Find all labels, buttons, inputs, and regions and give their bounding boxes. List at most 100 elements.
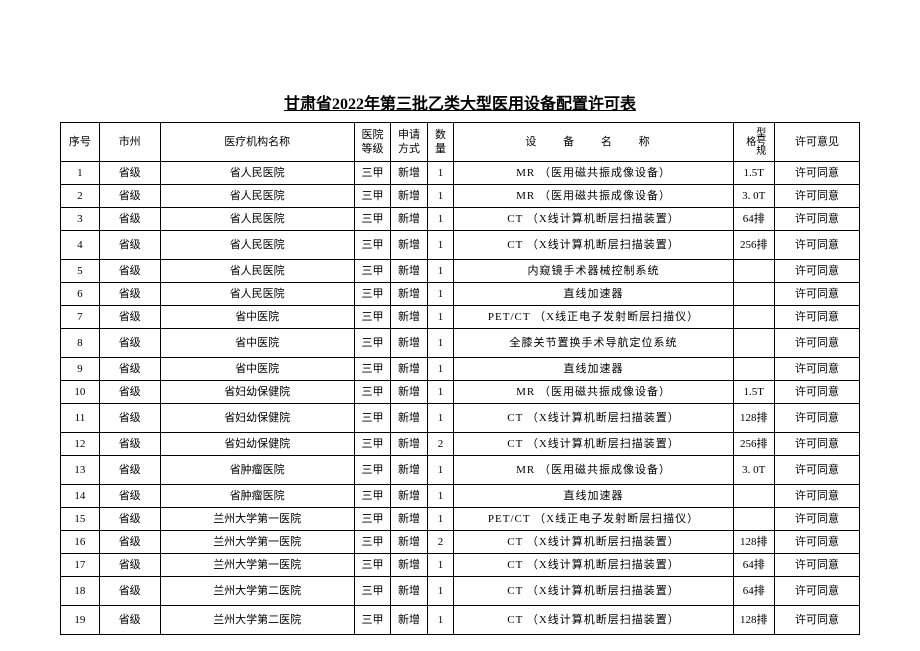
- cell-spec: 256排: [733, 433, 774, 456]
- cell-seq: 16: [61, 531, 100, 554]
- table-row: 4省级省人民医院三甲新增1CT （X线计算机断层扫描装置）256排许可同意: [61, 231, 860, 260]
- cell-spec: 128排: [733, 404, 774, 433]
- cell-spec: [733, 283, 774, 306]
- cell-device: MR （医用磁共振成像设备）: [454, 162, 733, 185]
- cell-qty: 1: [427, 306, 454, 329]
- cell-city: 省级: [99, 162, 160, 185]
- cell-device: 直线加速器: [454, 485, 733, 508]
- cell-opinion: 许可同意: [774, 231, 859, 260]
- cell-spec: 3. 0T: [733, 456, 774, 485]
- cell-spec: 64排: [733, 577, 774, 606]
- cell-opinion: 许可同意: [774, 606, 859, 635]
- table-row: 11省级省妇幼保健院三甲新增1CT （X线计算机断层扫描装置）128排许可同意: [61, 404, 860, 433]
- cell-qty: 1: [427, 577, 454, 606]
- cell-spec: 64排: [733, 208, 774, 231]
- cell-apply: 新增: [391, 358, 427, 381]
- cell-spec: 256排: [733, 231, 774, 260]
- page-title: 甘肃省2022年第三批乙类大型医用设备配置许可表: [60, 90, 860, 114]
- col-header-opinion: 许可意见: [774, 123, 859, 162]
- col-header-city: 市州: [99, 123, 160, 162]
- cell-spec: [733, 260, 774, 283]
- table-row: 6省级省人民医院三甲新增1直线加速器许可同意: [61, 283, 860, 306]
- cell-city: 省级: [99, 456, 160, 485]
- cell-level: 三甲: [354, 404, 390, 433]
- cell-opinion: 许可同意: [774, 433, 859, 456]
- cell-spec: [733, 358, 774, 381]
- table-row: 18省级兰州大学第二医院三甲新增1CT （X线计算机断层扫描装置）64排许可同意: [61, 577, 860, 606]
- cell-opinion: 许可同意: [774, 381, 859, 404]
- cell-city: 省级: [99, 231, 160, 260]
- cell-qty: 1: [427, 329, 454, 358]
- table-row: 1省级省人民医院三甲新增1MR （医用磁共振成像设备）1.5T许可同意: [61, 162, 860, 185]
- cell-level: 三甲: [354, 329, 390, 358]
- cell-apply: 新增: [391, 606, 427, 635]
- cell-seq: 5: [61, 260, 100, 283]
- cell-qty: 1: [427, 358, 454, 381]
- cell-qty: 1: [427, 508, 454, 531]
- cell-city: 省级: [99, 485, 160, 508]
- cell-level: 三甲: [354, 185, 390, 208]
- cell-spec: [733, 329, 774, 358]
- cell-spec: 64排: [733, 554, 774, 577]
- cell-device: CT （X线计算机断层扫描装置）: [454, 231, 733, 260]
- cell-city: 省级: [99, 577, 160, 606]
- cell-city: 省级: [99, 329, 160, 358]
- cell-device: PET/CT （X线正电子发射断层扫描仪）: [454, 508, 733, 531]
- cell-city: 省级: [99, 208, 160, 231]
- cell-level: 三甲: [354, 606, 390, 635]
- cell-spec: 1.5T: [733, 381, 774, 404]
- table-row: 13省级省肿瘤医院三甲新增1MR （医用磁共振成像设备）3. 0T许可同意: [61, 456, 860, 485]
- cell-org: 兰州大学第二医院: [160, 577, 354, 606]
- cell-seq: 13: [61, 456, 100, 485]
- cell-seq: 12: [61, 433, 100, 456]
- cell-city: 省级: [99, 260, 160, 283]
- cell-apply: 新增: [391, 577, 427, 606]
- col-header-spec: 型号规格: [733, 123, 774, 162]
- cell-apply: 新增: [391, 329, 427, 358]
- cell-opinion: 许可同意: [774, 162, 859, 185]
- cell-org: 省肿瘤医院: [160, 456, 354, 485]
- col-header-org: 医疗机构名称: [160, 123, 354, 162]
- cell-spec: 128排: [733, 606, 774, 635]
- cell-qty: 1: [427, 162, 454, 185]
- cell-level: 三甲: [354, 531, 390, 554]
- cell-city: 省级: [99, 185, 160, 208]
- table-row: 3省级省人民医院三甲新增1CT （X线计算机断层扫描装置）64排许可同意: [61, 208, 860, 231]
- cell-org: 省中医院: [160, 329, 354, 358]
- cell-city: 省级: [99, 531, 160, 554]
- cell-opinion: 许可同意: [774, 283, 859, 306]
- cell-spec: 128排: [733, 531, 774, 554]
- cell-city: 省级: [99, 306, 160, 329]
- cell-apply: 新增: [391, 456, 427, 485]
- cell-qty: 1: [427, 404, 454, 433]
- cell-seq: 10: [61, 381, 100, 404]
- cell-spec: 3. 0T: [733, 185, 774, 208]
- table-row: 5省级省人民医院三甲新增1内窥镜手术器械控制系统许可同意: [61, 260, 860, 283]
- cell-org: 兰州大学第二医院: [160, 606, 354, 635]
- table-row: 16省级兰州大学第一医院三甲新增2CT （X线计算机断层扫描装置）128排许可同…: [61, 531, 860, 554]
- table-row: 15省级兰州大学第一医院三甲新增1PET/CT （X线正电子发射断层扫描仪）许可…: [61, 508, 860, 531]
- cell-opinion: 许可同意: [774, 329, 859, 358]
- cell-seq: 1: [61, 162, 100, 185]
- cell-spec: [733, 508, 774, 531]
- cell-level: 三甲: [354, 358, 390, 381]
- cell-device: MR （医用磁共振成像设备）: [454, 381, 733, 404]
- cell-opinion: 许可同意: [774, 531, 859, 554]
- cell-device: PET/CT （X线正电子发射断层扫描仪）: [454, 306, 733, 329]
- cell-qty: 1: [427, 283, 454, 306]
- col-header-seq: 序号: [61, 123, 100, 162]
- cell-device: 全膝关节置换手术导航定位系统: [454, 329, 733, 358]
- cell-qty: 1: [427, 208, 454, 231]
- cell-device: 内窥镜手术器械控制系统: [454, 260, 733, 283]
- cell-city: 省级: [99, 381, 160, 404]
- cell-opinion: 许可同意: [774, 358, 859, 381]
- cell-level: 三甲: [354, 456, 390, 485]
- cell-seq: 2: [61, 185, 100, 208]
- cell-seq: 15: [61, 508, 100, 531]
- cell-org: 省人民医院: [160, 185, 354, 208]
- cell-spec: [733, 306, 774, 329]
- cell-opinion: 许可同意: [774, 208, 859, 231]
- cell-city: 省级: [99, 358, 160, 381]
- cell-opinion: 许可同意: [774, 554, 859, 577]
- cell-seq: 4: [61, 231, 100, 260]
